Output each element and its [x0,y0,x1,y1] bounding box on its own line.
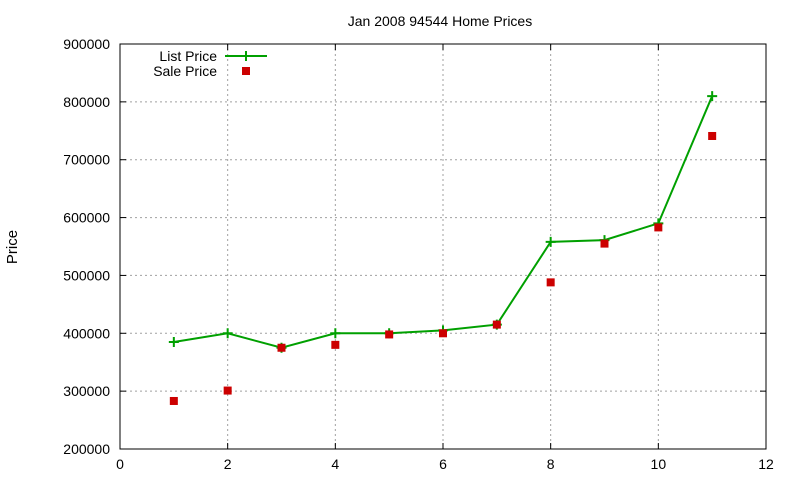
list-price-point [222,328,233,339]
sale-price-point [708,131,717,140]
list-price-point [545,236,556,247]
y-tick-label: 800000 [63,94,110,110]
chart-title: Jan 2008 94544 Home Prices [348,13,532,29]
legend: List Price Sale Price [153,48,267,79]
sale-price-point [385,330,394,339]
sale-price-point [169,396,178,405]
sale-price-point [439,329,447,338]
y-tick-label: 700000 [63,152,110,168]
sale-price-point [331,340,340,349]
x-tick-label: 12 [758,456,774,472]
y-tick-label: 200000 [63,441,110,457]
axis-ticks: 0 2 4 6 8 10 12 200000 300000 400000 500000 600000 7… [63,36,774,472]
y-tick-label: 400000 [63,325,110,341]
sale-price-point [546,278,555,287]
series-layer [168,91,718,405]
x-tick-label: 2 [224,456,232,472]
legend-label-sale-price: Sale Price [153,63,217,79]
x-tick-label: 4 [331,456,339,472]
sale-price-point [654,223,663,232]
list-price-point [168,336,179,347]
sale-price-point [600,239,609,248]
plot-frame [119,43,767,450]
y-axis-label: Price [4,230,21,264]
y-tick-label: 500000 [63,267,110,283]
x-tick-label: 8 [547,456,555,472]
x-tick-label: 0 [116,456,124,472]
legend-label-list-price: List Price [159,48,217,64]
y-tick-label: 300000 [63,383,110,399]
y-tick-label: 600000 [63,210,110,226]
legend-marker-list-price [241,51,251,61]
y-tick-label: 900000 [63,36,110,52]
list-price-point [330,328,341,339]
x-tick-label: 10 [651,456,667,472]
grid-lines [120,44,766,449]
sale-price-point [223,386,232,395]
x-tick-label: 6 [439,456,447,472]
legend-marker-sale-price [242,67,250,75]
sale-price-point [492,320,501,329]
sale-price-point [277,343,286,352]
list-price-point [707,91,718,102]
